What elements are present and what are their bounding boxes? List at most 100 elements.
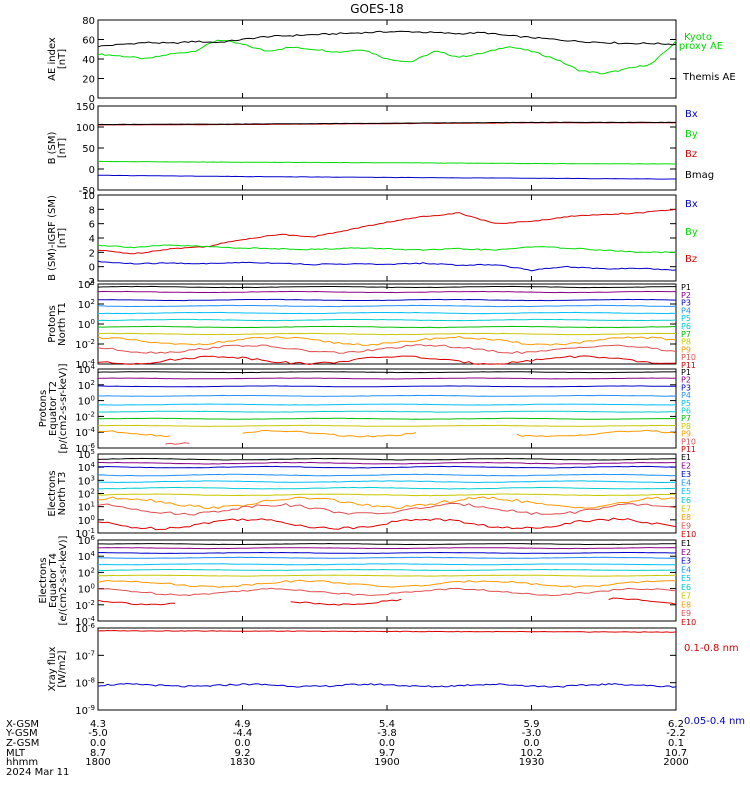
channel-line — [97, 424, 676, 427]
x-axis-row-value: 9.2 — [235, 748, 251, 759]
channel-line — [97, 290, 676, 294]
channel-line — [97, 556, 677, 559]
y-axis-label: [p/(cm2-s-sr-keV)] — [58, 363, 69, 453]
x-axis-row-value: 0.1 — [668, 738, 684, 749]
y-axis-label: Electrons — [38, 557, 49, 603]
channel-line — [97, 457, 676, 461]
y-tick-label: 10-2 — [75, 410, 95, 423]
channel-label: P4 — [681, 306, 691, 315]
channel-label: P5 — [681, 399, 691, 408]
legend-label: Bz — [685, 254, 697, 265]
legend-label: Themis AE — [682, 72, 736, 83]
x-axis-row-value: -4.4 — [233, 728, 253, 739]
x-axis-row-value: 10.2 — [520, 748, 542, 759]
channel-label: E8 — [681, 513, 691, 522]
channel-line — [97, 285, 676, 289]
y-tick-label: 20 — [82, 75, 95, 86]
x-axis-row-value: 1800 — [85, 757, 110, 768]
y-tick-label: 10-9 — [75, 704, 95, 717]
y-axis-label: AE index — [47, 37, 58, 81]
channel-label: P10 — [681, 437, 696, 446]
x-axis-row-label: hhmm — [6, 757, 38, 768]
y-tick-label: 4 — [89, 234, 95, 245]
channel-label: E2 — [681, 548, 691, 557]
channel-line — [97, 502, 677, 516]
panel-frame — [97, 368, 677, 449]
channel-line — [97, 332, 677, 336]
channel-label: P2 — [681, 291, 691, 300]
channel-label: E10 — [681, 530, 696, 539]
y-tick-label: 100 — [78, 514, 95, 527]
channel-label: E4 — [681, 565, 691, 574]
channel-line — [97, 403, 677, 406]
panel-frame — [97, 539, 677, 622]
channel-line — [97, 587, 677, 597]
plot-title: GOES-18 — [350, 2, 404, 16]
y-tick-label: 0 — [89, 263, 95, 274]
x-axis-row-label: X-GSM — [6, 719, 39, 730]
panel-2: -50 0 50 100 150 B (SM) [nT] Bx By Bz Bmag — [47, 102, 714, 197]
legend-label: Bx — [685, 109, 698, 120]
y-axis-label: [nT] — [57, 138, 68, 158]
channel-line — [97, 371, 677, 374]
y-axis-label: B (SM)-IGRF (SM) — [47, 195, 58, 281]
channel-line — [165, 442, 190, 445]
panel-4: 10-4 10-2 100 102 104 Protons North T1 P1P2P3P4… — [47, 278, 696, 371]
legend-label: Bz — [685, 149, 697, 160]
legend-label: By — [685, 227, 698, 238]
channel-label: E2 — [681, 462, 691, 471]
x-axis-row-value: 0.0 — [524, 738, 540, 749]
series-line-kyoto-proxy-ae — [97, 39, 677, 75]
channel-line — [608, 597, 677, 605]
y-axis-label: [nT] — [57, 49, 68, 69]
channel-line — [97, 493, 676, 497]
series-line-themis-ae — [97, 30, 677, 48]
channel-line — [97, 480, 677, 484]
channel-label: P7 — [681, 414, 691, 423]
channel-label: E5 — [681, 487, 691, 496]
channel-label: E1 — [681, 539, 691, 548]
y-tick-label: -2 — [85, 277, 95, 288]
y-axis-label: B (SM) — [47, 131, 58, 164]
y-axis-label: Protons — [38, 390, 49, 427]
series-line-bmag — [97, 121, 676, 126]
channel-line — [98, 417, 677, 420]
channel-line — [97, 355, 677, 366]
channel-line — [97, 465, 677, 469]
y-tick-label: 80 — [82, 16, 95, 27]
channel-label: P8 — [681, 338, 691, 347]
channel-label: P9 — [681, 430, 691, 439]
series-line-by — [97, 244, 677, 254]
y-tick-label: 2 — [89, 248, 95, 259]
legend-label: Bmag — [685, 170, 714, 181]
legend-label: Kyoto — [684, 32, 712, 43]
channel-label: E6 — [681, 496, 691, 505]
channel-line — [97, 568, 677, 572]
channel-line — [97, 579, 676, 588]
channel-label: P11 — [681, 361, 696, 370]
y-tick-label: 102 — [78, 488, 95, 501]
y-axis-label: [W/m2] — [57, 650, 68, 687]
y-tick-label: 104 — [78, 550, 96, 563]
y-tick-label: 10-6 — [75, 622, 95, 635]
x-axis-row-value: 5.4 — [379, 719, 395, 730]
channel-label: P6 — [681, 407, 691, 416]
channel-label: P5 — [681, 314, 691, 323]
x-axis-row-value: 5.9 — [524, 719, 540, 730]
y-tick-label: 0 — [89, 94, 95, 105]
panel-3: -2 0 2 4 6 8 10 B (SM)-IGRF (SM) [nT] Bx By Bz — [47, 191, 698, 288]
y-tick-label: 10 — [82, 191, 95, 202]
legend-label: By — [685, 129, 698, 140]
series-line-bx — [97, 260, 677, 272]
x-axis-row-value: 1930 — [519, 757, 544, 768]
channel-label: P4 — [681, 391, 691, 400]
y-tick-label: 60 — [82, 36, 95, 47]
x-axis-row-label: Y-GSM — [5, 728, 38, 739]
channel-label: P3 — [681, 299, 691, 308]
x-axis-row-value: -2.2 — [666, 728, 686, 739]
channel-line — [97, 599, 176, 606]
channel-label: E3 — [681, 470, 691, 479]
y-tick-label: 104 — [78, 278, 96, 291]
